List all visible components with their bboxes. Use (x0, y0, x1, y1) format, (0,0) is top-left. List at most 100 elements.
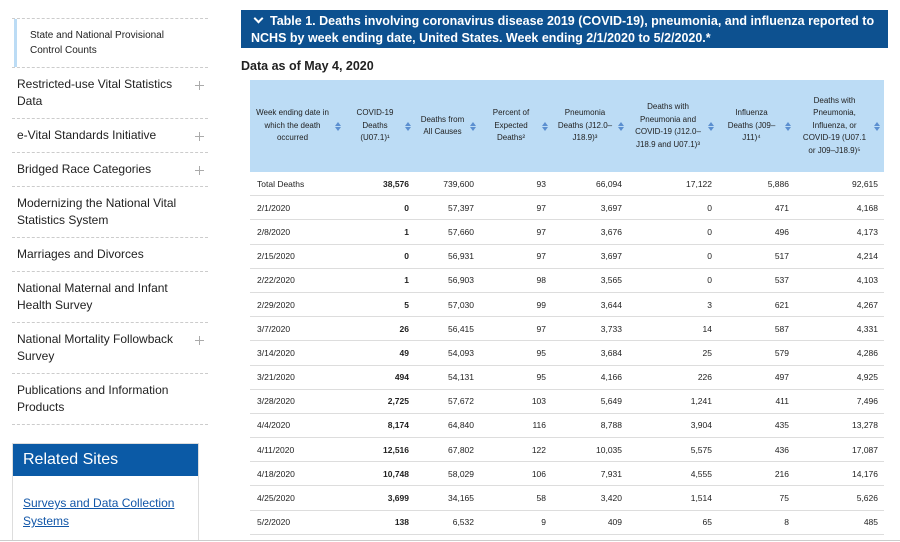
table-cell: 3 (628, 292, 718, 318)
table-cell: 436 (718, 437, 795, 463)
panel-title[interactable]: Table 1. Deaths involving coronavirus di… (241, 10, 888, 48)
table-cell: 8,788 (552, 413, 628, 439)
related-title: Related Sites (13, 444, 198, 476)
table-cell: 4,103 (795, 268, 884, 293)
table-cell: 411 (718, 389, 795, 414)
chevron (253, 13, 264, 24)
column-header[interactable]: COVID-19 Deaths (U07.1)¹ (345, 80, 415, 172)
table-cell: 54,093 (415, 340, 480, 366)
table-cell: 2,725 (345, 389, 415, 414)
table-cell: 1 (345, 268, 415, 293)
table-cell: Total Deaths (250, 172, 345, 197)
table-cell: 103 (480, 389, 552, 414)
nav-item[interactable]: Modernizing the National Vital Statistic… (12, 187, 208, 238)
table-cell: 3,697 (552, 195, 628, 221)
table-cell: 2/22/2020 (250, 268, 345, 293)
table-cell: 497 (718, 365, 795, 390)
table-cell: 3,699 (345, 485, 415, 511)
table-cell: 10,748 (345, 461, 415, 487)
column-header[interactable]: Deaths with Pneumonia, Influenza, or COV… (795, 80, 884, 172)
column-header[interactable]: Week ending date in which the death occu… (250, 80, 345, 172)
table-row: 3/21/2020 494 54,131 95 4,166 226 497 4,925 (250, 365, 884, 390)
table-cell: 4,168 (795, 195, 884, 221)
table-cell: 4/11/2020 (250, 437, 345, 463)
table-cell: 471 (718, 195, 795, 221)
table-cell: 3,733 (552, 316, 628, 342)
table-cell: 34,165 (415, 485, 480, 511)
header-row: Week ending date in which the death occu… (250, 80, 884, 172)
nav-item[interactable]: State and National Provisional Control C… (12, 19, 208, 68)
table-cell: 138 (345, 510, 415, 535)
table-cell: 621 (718, 292, 795, 318)
table-cell: 66,094 (552, 172, 628, 197)
table-cell: 9 (480, 510, 552, 535)
column-header[interactable]: Deaths from All Causes (415, 80, 480, 172)
table-cell: 485 (795, 510, 884, 535)
table-cell: 3,420 (552, 485, 628, 511)
table-row: 2/29/2020 5 57,030 99 3,644 3 621 4,267 (250, 292, 884, 318)
table-cell: 5 (345, 292, 415, 318)
table-cell: 97 (480, 195, 552, 221)
nav-item[interactable]: Publications and Information Products (12, 374, 208, 425)
table-cell: 494 (345, 365, 415, 390)
table-row: Total Deaths 38,576 739,600 93 66,094 17,122 5… (250, 172, 884, 197)
table-cell: 12,516 (345, 437, 415, 463)
table-cell: 14,176 (795, 461, 884, 487)
table-cell: 5,626 (795, 485, 884, 511)
table-cell: 6,532 (415, 510, 480, 535)
table-cell: 3,565 (552, 268, 628, 293)
table-cell: 5,575 (628, 437, 718, 463)
table-cell: 4,925 (795, 365, 884, 390)
table-cell: 54,131 (415, 365, 480, 390)
title-text: Table 1. Deaths involving coronavirus di… (251, 14, 875, 45)
nav-item[interactable]: Bridged Race Categories (12, 153, 208, 187)
table-cell: 4/25/2020 (250, 485, 345, 511)
table-cell: 8 (718, 510, 795, 535)
column-header[interactable]: Percent of Expected Deaths² (480, 80, 552, 172)
table-cell: 49 (345, 340, 415, 366)
table-cell: 7,931 (552, 461, 628, 487)
table-cell: 2/29/2020 (250, 292, 345, 318)
nav-item[interactable]: National Mortality Followback Survey (12, 323, 208, 374)
nav-item[interactable]: National Maternal and Infant Health Surv… (12, 272, 208, 323)
table-cell: 99 (480, 292, 552, 318)
data-table: Week ending date in which the death occu… (250, 80, 884, 535)
table-cell: 92,615 (795, 172, 884, 197)
table-cell: 0 (628, 268, 718, 293)
nav-cut (12, 0, 208, 19)
table-cell: 537 (718, 268, 795, 293)
table-cell: 435 (718, 413, 795, 439)
table-cell: 106 (480, 461, 552, 487)
subtitle: Data as of May 4, 2020 (241, 59, 374, 73)
column-header[interactable]: Influenza Deaths (J09–J11)⁴ (718, 80, 795, 172)
table-cell: 4/4/2020 (250, 413, 345, 439)
nav-item[interactable]: e-Vital Standards Initiative (12, 119, 208, 153)
table-cell: 3/28/2020 (250, 389, 345, 414)
table-cell: 95 (480, 365, 552, 390)
table-cell: 226 (628, 365, 718, 390)
table-row: 2/15/2020 0 56,931 97 3,697 0 517 4,214 (250, 244, 884, 269)
table-cell: 93 (480, 172, 552, 197)
table-cell: 5/2/2020 (250, 510, 345, 535)
table-cell: 5,649 (552, 389, 628, 414)
table-cell: 97 (480, 219, 552, 245)
table-cell: 4,286 (795, 340, 884, 366)
table-cell: 3/14/2020 (250, 340, 345, 366)
nav-item[interactable]: Marriages and Divorces (12, 238, 208, 272)
column-header[interactable]: Deaths with Pneumonia and COVID-19 (J12.… (628, 80, 718, 172)
table-cell: 58 (480, 485, 552, 511)
table-row: 4/11/2020 12,516 67,802 122 10,035 5,575 436 17… (250, 437, 884, 463)
table-cell: 38,576 (345, 172, 415, 197)
table-row: 3/14/2020 49 54,093 95 3,684 25 579 4,286 (250, 340, 884, 366)
table-cell: 5,886 (718, 172, 795, 197)
table-cell: 64,840 (415, 413, 480, 439)
table-cell: 25 (628, 340, 718, 366)
table-cell: 4,173 (795, 219, 884, 245)
column-header[interactable]: Pneumonia Deaths (J12.0–J18.9)³ (552, 80, 628, 172)
nav-item[interactable]: Restricted-use Vital Statistics Data (12, 68, 208, 119)
related-link[interactable]: Surveys and Data Collection Systems (23, 496, 175, 528)
table-cell: 122 (480, 437, 552, 463)
table-row: 3/28/2020 2,725 57,672 103 5,649 1,241 411 7,49… (250, 389, 884, 414)
table-cell: 4,267 (795, 292, 884, 318)
